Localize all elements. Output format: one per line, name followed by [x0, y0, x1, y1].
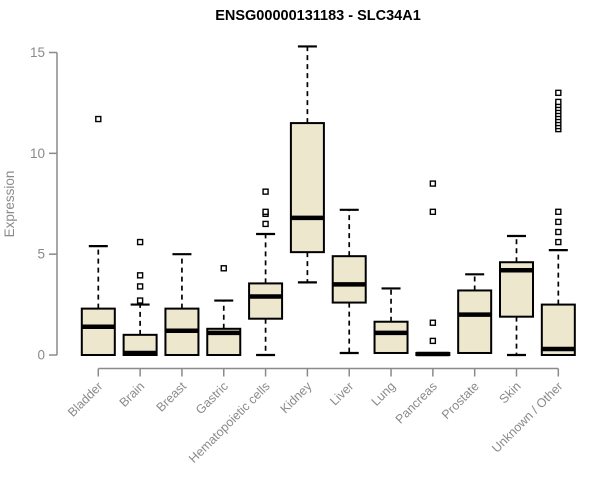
outlier-point	[136, 297, 144, 304]
y-tick-label: 10	[30, 146, 45, 161]
boxplot-box	[206, 265, 242, 357]
boxplot-box	[164, 253, 200, 356]
x-category-label: Breast	[154, 379, 190, 415]
chart-title: ENSG00000131183 - SLC34A1	[215, 8, 421, 24]
outlier-point	[429, 208, 437, 216]
x-category-label: Liver	[327, 379, 356, 408]
outlier-point	[136, 283, 144, 290]
outlier-point	[220, 265, 227, 272]
y-axis: 0 5 10 15	[30, 45, 58, 363]
outlier-point	[555, 228, 562, 236]
x-category-label: Prostate	[439, 379, 482, 422]
y-tick-label: 15	[30, 45, 45, 60]
x-category-label: Brain	[117, 379, 148, 410]
y-axis-label: Expression	[2, 171, 17, 238]
outlier-point	[262, 188, 269, 195]
x-category-label: Skin	[497, 379, 524, 406]
y-tick-label: 5	[37, 247, 45, 262]
outlier-point	[262, 208, 269, 216]
iqr-box	[457, 289, 493, 354]
x-category-label: Gastric	[193, 379, 231, 417]
boxplot-box	[373, 287, 409, 354]
outlier-point	[429, 180, 437, 187]
outlier-point	[429, 337, 437, 345]
boxplot-box	[289, 45, 325, 284]
outlier-point	[555, 208, 562, 216]
boxplot-box	[457, 273, 493, 354]
iqr-box	[80, 307, 116, 356]
outlier-point	[262, 220, 269, 228]
boxplot-box	[499, 234, 534, 357]
boxplot-box	[122, 238, 158, 357]
outlier-point	[136, 238, 144, 246]
boxplot-box	[248, 188, 284, 357]
outlier-point	[136, 272, 144, 279]
x-category-label: Kidney	[278, 379, 315, 416]
outlier-point	[95, 115, 102, 123]
outlier-point	[429, 319, 437, 326]
iqr-box	[540, 303, 576, 356]
x-category-label: Pancreas	[393, 379, 440, 426]
boxplot-box	[80, 115, 116, 356]
outlier-point	[555, 89, 562, 97]
boxplot-box	[331, 208, 367, 355]
outlier-point	[555, 98, 562, 106]
iqr-box	[248, 282, 284, 320]
x-category-label: Lung	[369, 379, 399, 409]
iqr-box	[373, 320, 409, 354]
boxplot-box	[540, 89, 576, 356]
outlier-point	[555, 238, 562, 246]
boxplot-box	[415, 180, 451, 357]
x-category-label: Hematopoietic cells	[186, 379, 273, 466]
outlier-point	[555, 218, 562, 226]
x-category-label: Unknown / Other	[489, 379, 565, 455]
iqr-box	[289, 122, 325, 254]
boxplot-series	[80, 45, 576, 357]
x-category-label: Bladder	[65, 379, 105, 419]
iqr-box	[331, 255, 367, 304]
y-tick-label: 0	[37, 348, 45, 363]
